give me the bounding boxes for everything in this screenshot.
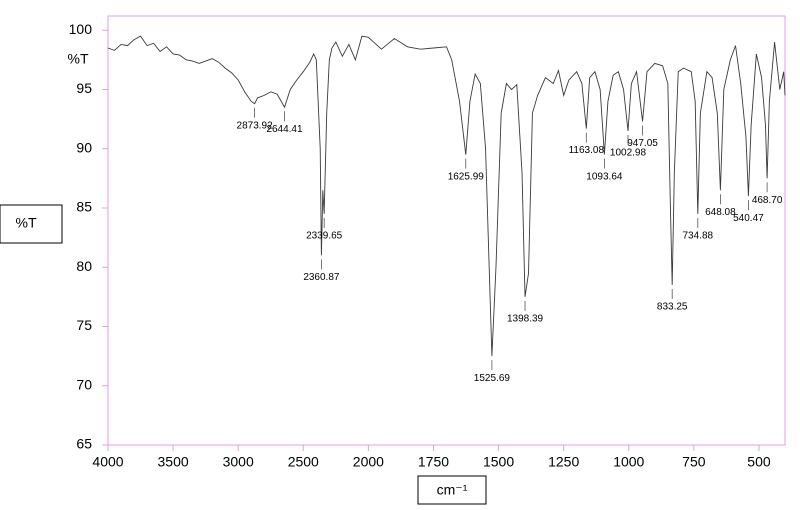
x-tick-label: 4000 bbox=[92, 454, 123, 470]
peak-label: 540.47 bbox=[733, 213, 764, 224]
peak-label: 947.05 bbox=[627, 138, 658, 149]
peak-label: 734.88 bbox=[683, 231, 714, 242]
spectrum-line bbox=[107, 35, 786, 357]
x-tick-label: 750 bbox=[682, 454, 706, 470]
peak-label: 2360.87 bbox=[303, 272, 340, 283]
peak-label: 2339.65 bbox=[306, 231, 343, 242]
y-axis-label: %T bbox=[16, 215, 37, 231]
peak-label: 1625.99 bbox=[448, 171, 485, 182]
y-tick-label: 80 bbox=[76, 258, 92, 274]
x-tick-label: 1500 bbox=[483, 454, 514, 470]
x-tick-label: 1750 bbox=[418, 454, 449, 470]
x-axis-label: cm⁻¹ bbox=[437, 482, 468, 498]
x-tick-label: 1000 bbox=[613, 454, 644, 470]
plot-frame bbox=[107, 15, 786, 446]
peak-label: 2644.41 bbox=[266, 124, 303, 135]
x-tick-label: 500 bbox=[747, 454, 771, 470]
x-tick-label: 3000 bbox=[223, 454, 254, 470]
y-tick-label: 100 bbox=[69, 21, 93, 37]
x-tick-label: 2000 bbox=[353, 454, 384, 470]
y-label-box bbox=[0, 204, 63, 244]
peak-label: 1163.08 bbox=[569, 145, 605, 156]
y-tick-label: 90 bbox=[76, 139, 92, 155]
y-axis-unit: %T bbox=[68, 51, 89, 67]
peak-label: 648.08 bbox=[705, 207, 736, 218]
peak-label: 1525.69 bbox=[474, 373, 511, 384]
x-tick-label: 2500 bbox=[288, 454, 319, 470]
y-tick-label: 85 bbox=[76, 199, 92, 215]
x-label-box bbox=[417, 475, 487, 505]
peak-label: 1093.64 bbox=[586, 171, 623, 182]
y-tick-label: 95 bbox=[76, 80, 92, 96]
peak-label: 1002.98 bbox=[610, 148, 647, 159]
x-tick-label: 3500 bbox=[158, 454, 189, 470]
peak-label: 2873.92 bbox=[237, 120, 274, 131]
peak-label: 1398.39 bbox=[507, 314, 544, 325]
y-tick-label: 65 bbox=[76, 436, 92, 452]
y-tick-label: 70 bbox=[76, 376, 92, 392]
y-tick-label: 75 bbox=[76, 317, 92, 333]
peak-label: 833.25 bbox=[657, 302, 688, 313]
x-tick-label: 1250 bbox=[548, 454, 579, 470]
peak-label: 468.70 bbox=[752, 195, 783, 206]
